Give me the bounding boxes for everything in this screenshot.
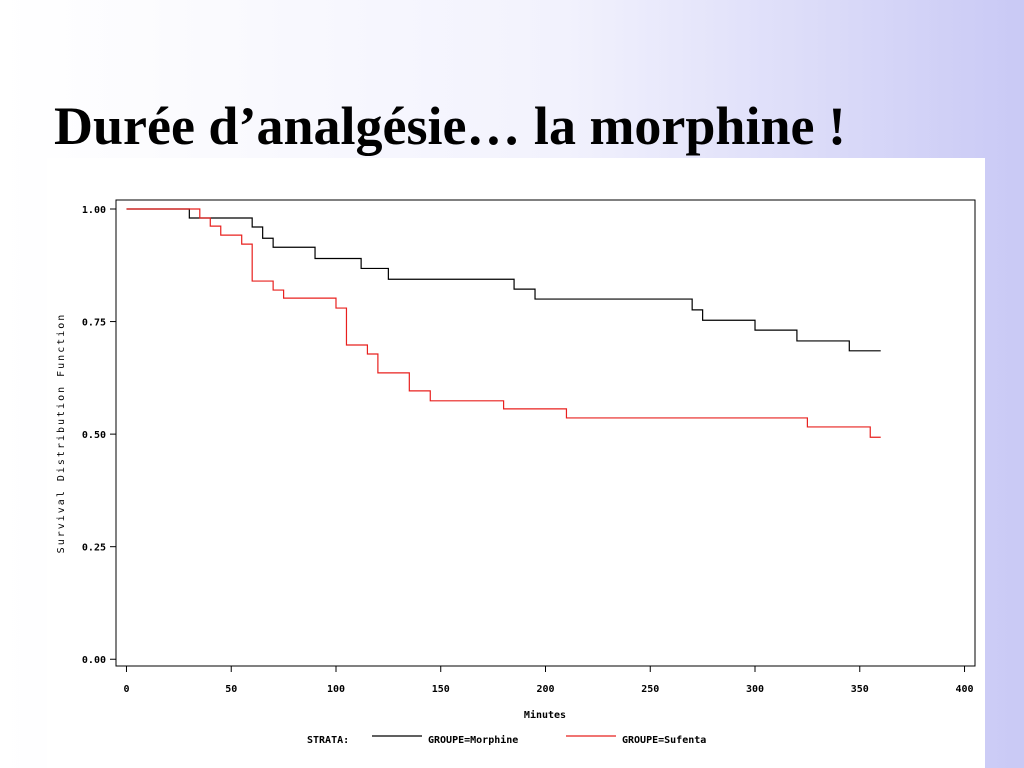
y-tick-label: 0.75: [82, 318, 106, 329]
legend-title: STRATA:: [307, 735, 349, 746]
survival-line: [126, 208, 881, 438]
y-tick-label: 1.00: [82, 205, 106, 216]
x-tick-label: 400: [955, 684, 973, 695]
x-tick-label: 200: [536, 684, 554, 695]
y-tick-label: 0.50: [82, 430, 106, 441]
y-axis-label: Survival Distribution Function: [56, 313, 67, 554]
x-tick-label: 0: [123, 684, 129, 695]
legend-label: GROUPE=Sufenta: [622, 735, 706, 746]
x-tick-label: 250: [641, 684, 659, 695]
legend-label: GROUPE=Morphine: [428, 734, 518, 746]
x-tick-label: 300: [746, 684, 764, 695]
slide-title: Durée d’analgésie… la morphine !: [54, 96, 846, 156]
x-tick-label: 100: [327, 684, 345, 695]
survival-line: [126, 208, 881, 352]
x-tick-label: 350: [851, 684, 869, 695]
x-tick-label: 150: [432, 684, 450, 695]
x-tick-label: 50: [225, 684, 237, 695]
y-tick-label: 0.00: [82, 655, 106, 666]
y-tick-label: 0.25: [82, 543, 106, 554]
x-axis-label: Minutes: [524, 709, 566, 721]
chart-panel: [47, 158, 985, 768]
